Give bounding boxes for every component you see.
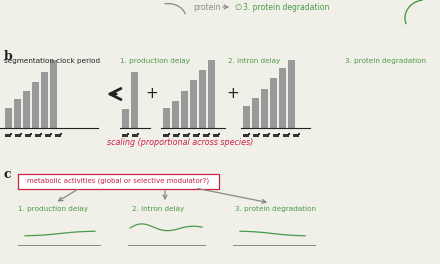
Bar: [45, 134, 51, 137]
Bar: [127, 133, 128, 135]
Text: 2. intron delay: 2. intron delay: [132, 206, 184, 212]
Bar: [14, 100, 21, 128]
Bar: [217, 133, 220, 135]
Text: metabolic activities (global or selective modulator?): metabolic activities (global or selectiv…: [27, 178, 209, 184]
Bar: [131, 72, 138, 128]
Bar: [213, 134, 219, 137]
Bar: [297, 133, 300, 135]
Text: 1. production delay: 1. production delay: [18, 206, 88, 212]
Text: scaling (proportional across species): scaling (proportional across species): [107, 138, 253, 147]
Text: 2. intron delay: 2. intron delay: [228, 58, 280, 64]
Bar: [287, 133, 290, 135]
Bar: [163, 108, 170, 128]
Bar: [163, 134, 169, 137]
Bar: [29, 133, 32, 135]
Bar: [193, 134, 198, 137]
Bar: [25, 134, 30, 137]
Text: 1. production delay: 1. production delay: [120, 58, 190, 64]
Bar: [247, 133, 249, 135]
Bar: [59, 133, 62, 135]
Bar: [136, 133, 139, 135]
Text: +: +: [146, 87, 158, 101]
Bar: [10, 133, 11, 135]
Text: c: c: [4, 168, 11, 181]
Bar: [261, 88, 268, 128]
Text: protein: protein: [193, 2, 220, 12]
Bar: [279, 68, 286, 128]
Bar: [19, 133, 22, 135]
Bar: [5, 134, 11, 137]
Bar: [243, 134, 249, 137]
Text: ∅: ∅: [234, 2, 241, 12]
Bar: [181, 91, 188, 128]
Bar: [168, 133, 169, 135]
Bar: [268, 133, 269, 135]
Bar: [208, 133, 209, 135]
Bar: [5, 108, 12, 128]
Bar: [288, 60, 295, 128]
Bar: [198, 133, 199, 135]
Bar: [199, 70, 206, 128]
Bar: [15, 134, 21, 137]
Bar: [50, 60, 57, 128]
Bar: [41, 72, 48, 128]
Bar: [35, 134, 40, 137]
Bar: [243, 106, 250, 128]
Bar: [278, 133, 279, 135]
Bar: [23, 91, 30, 128]
Text: segmentation clock period: segmentation clock period: [4, 58, 100, 64]
Bar: [190, 81, 197, 128]
Bar: [273, 134, 279, 137]
Text: 3. protein degradation: 3. protein degradation: [243, 2, 330, 12]
Bar: [132, 134, 137, 137]
Bar: [253, 134, 259, 137]
Bar: [49, 133, 51, 135]
Bar: [40, 133, 41, 135]
Bar: [270, 78, 277, 128]
Bar: [293, 134, 298, 137]
Bar: [172, 101, 179, 128]
Bar: [32, 82, 39, 128]
Bar: [252, 98, 259, 128]
Bar: [263, 134, 268, 137]
Bar: [183, 134, 188, 137]
Bar: [173, 134, 179, 137]
Text: 3. protein degradation: 3. protein degradation: [235, 206, 316, 212]
Bar: [187, 133, 190, 135]
Bar: [55, 134, 60, 137]
FancyBboxPatch shape: [18, 173, 219, 188]
Text: b: b: [4, 50, 13, 63]
Bar: [177, 133, 180, 135]
Bar: [208, 60, 215, 128]
Bar: [122, 109, 129, 128]
Bar: [283, 134, 289, 137]
Bar: [257, 133, 260, 135]
Text: +: +: [227, 87, 239, 101]
Bar: [203, 134, 209, 137]
Text: 3. protein degradation: 3. protein degradation: [345, 58, 426, 64]
Bar: [122, 134, 128, 137]
